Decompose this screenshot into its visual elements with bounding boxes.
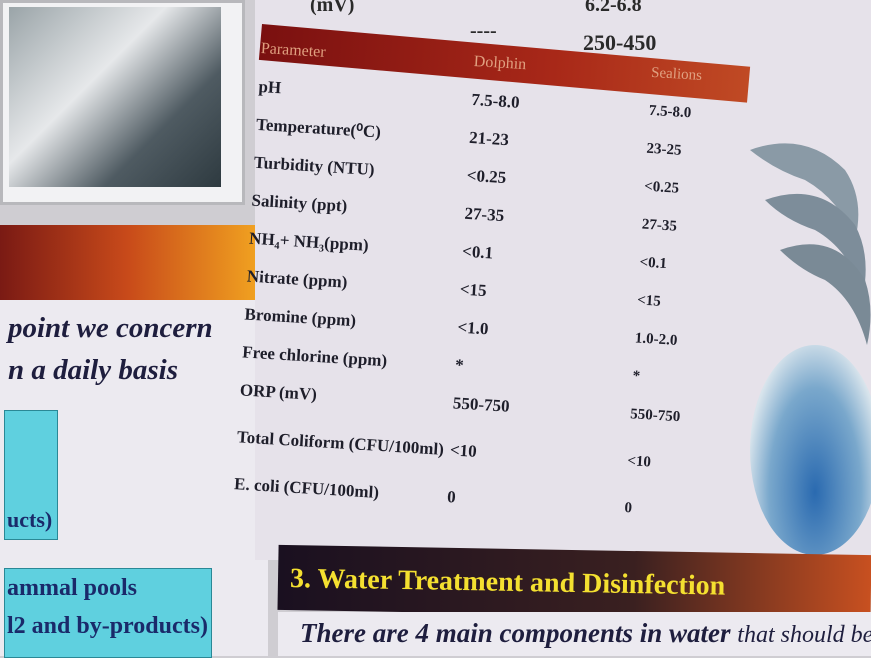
intro-strip: There are 4 main components in water tha… bbox=[278, 612, 871, 656]
intro-text: There are 4 main components in water tha… bbox=[300, 618, 871, 649]
pool-photo bbox=[750, 345, 871, 555]
value-cell: * bbox=[631, 357, 742, 402]
value-cell: 1.0-2.0 bbox=[634, 319, 745, 364]
section-title: 3. Water Treatment and Disinfection bbox=[290, 563, 726, 603]
partial-label: (mV) bbox=[310, 0, 354, 17]
panel-line: point we concern bbox=[8, 312, 213, 345]
value-cell: 23-25 bbox=[645, 130, 756, 175]
value-cell: 550-750 bbox=[629, 395, 740, 440]
dolphin-graphic bbox=[745, 130, 871, 350]
panel-line: n a daily basis bbox=[8, 354, 178, 387]
value-cell: 0 bbox=[623, 489, 734, 534]
intro-bold: There are 4 main components in water bbox=[300, 618, 731, 648]
box-text: ucts) bbox=[7, 507, 52, 533]
lab-photo bbox=[9, 7, 221, 187]
value-cell: <10 bbox=[626, 433, 738, 496]
box-text: ammal pools bbox=[5, 569, 211, 607]
section-banner: 3. Water Treatment and Disinfection bbox=[277, 545, 871, 620]
value-cell: 27-35 bbox=[641, 206, 752, 251]
cyan-box: ucts) bbox=[4, 410, 58, 540]
photo-frame bbox=[0, 0, 245, 205]
value-cell: <15 bbox=[636, 281, 747, 326]
cyan-box: ammal pools l2 and by-products) bbox=[4, 568, 212, 658]
page: point we concern n a daily basis ucts) a… bbox=[0, 0, 871, 656]
value-cell: <0.1 bbox=[638, 244, 749, 289]
value-cell: <0.25 bbox=[643, 168, 754, 213]
value-cell: 7.5-8.0 bbox=[648, 92, 759, 137]
partial-dash: ---- bbox=[470, 20, 497, 43]
partial-range: 6.2-6.8 bbox=[585, 0, 642, 17]
orange-bar bbox=[0, 225, 255, 300]
header-cell: Sealions bbox=[650, 54, 761, 99]
intro-rest: that should be bbox=[737, 622, 871, 648]
box-text: l2 and by-products) bbox=[5, 607, 211, 645]
